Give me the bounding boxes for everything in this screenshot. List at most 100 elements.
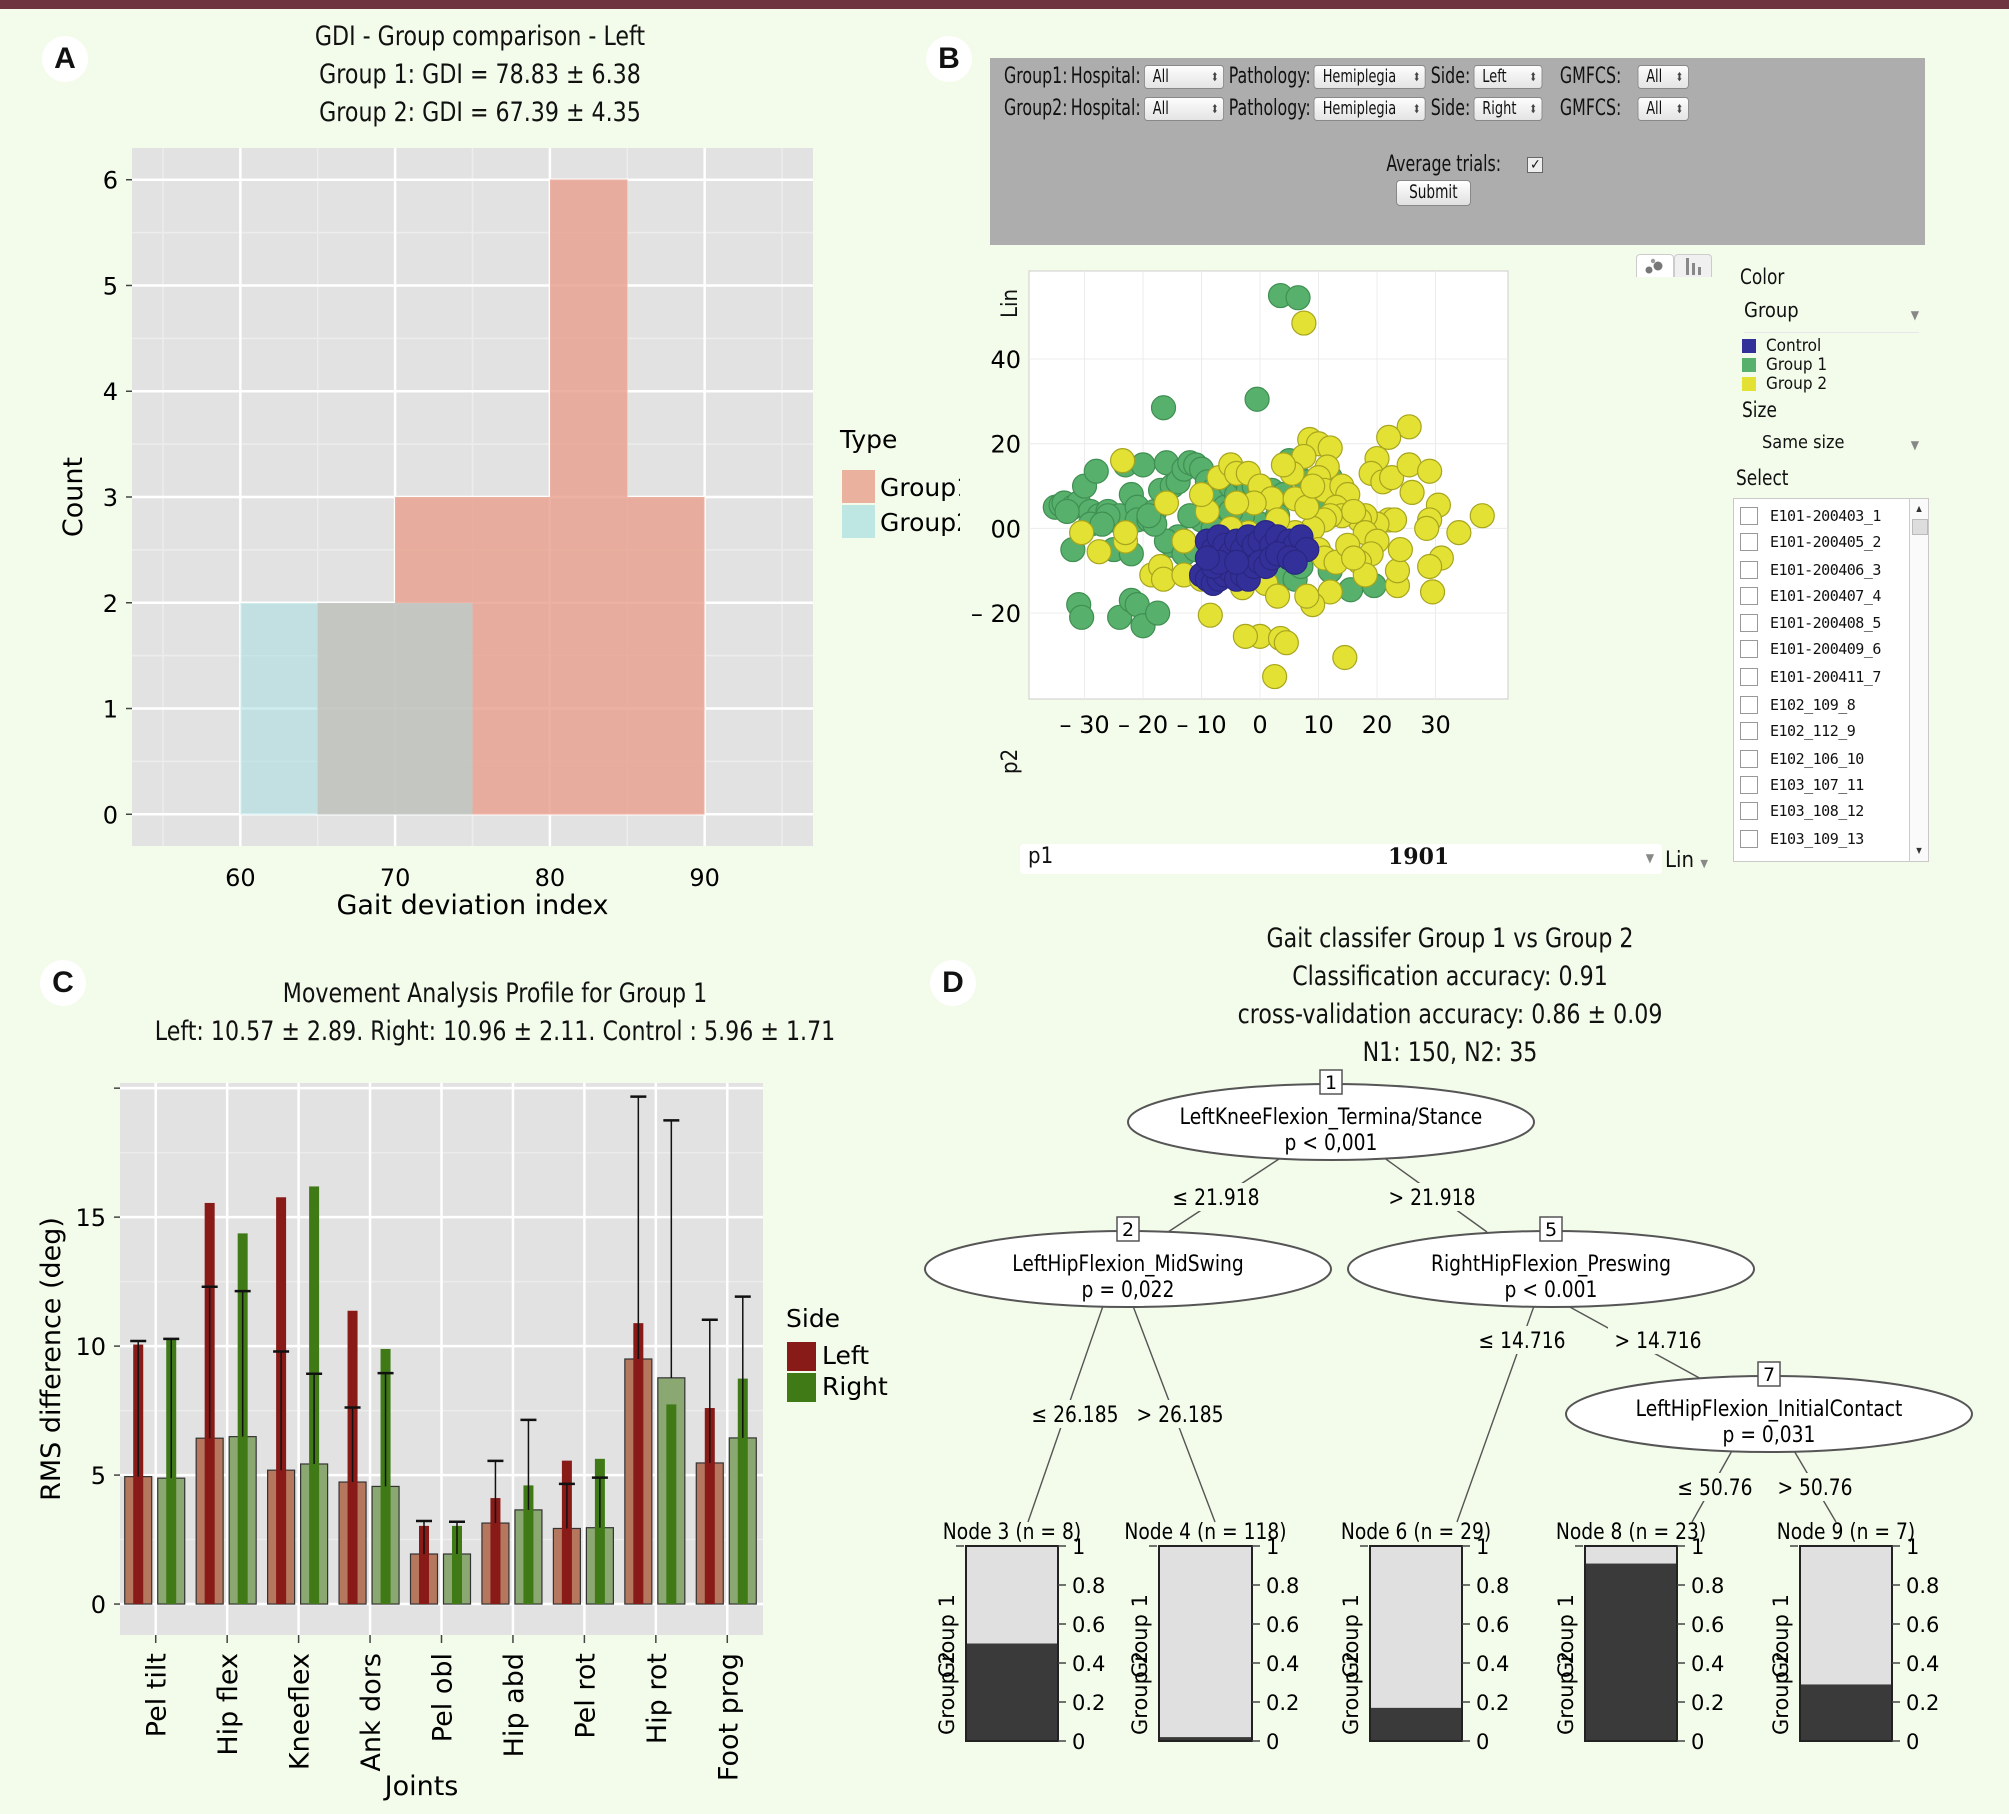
data-point-group2 [1264, 583, 1291, 609]
list-item-checkbox[interactable] [1740, 533, 1758, 551]
group2-hospital-select[interactable]: All ⬍ [1143, 96, 1224, 121]
list-item[interactable]: E102_106_10 [1734, 746, 1864, 772]
color-dropdown[interactable]: Group ▼ [1744, 298, 1919, 333]
y-tick-label: 0 [103, 801, 118, 829]
leaf-bar-border [965, 1545, 1059, 1742]
leaf-axis-label: 0.2 [1476, 1691, 1509, 1715]
list-item-checkbox[interactable] [1740, 776, 1758, 794]
x-tick-label: Hip rot [642, 1653, 673, 1744]
group2-gmfcs-value: All [1646, 98, 1663, 119]
chart-d-title: Gait classifer Group 1 vs Group 2 [1266, 923, 1634, 954]
edge-label: > 14.716 [1614, 1328, 1701, 1354]
list-item-checkbox[interactable] [1740, 802, 1758, 820]
average-trials-row: Average trials: ✓ [990, 152, 1925, 177]
list-item[interactable]: E101-200407_4 [1734, 583, 1881, 609]
leaf-title: Node 3 (n = 8) [943, 1519, 1081, 1545]
list-item-checkbox[interactable] [1740, 587, 1758, 605]
node-id-box [1539, 1216, 1563, 1242]
sample-select-list[interactable]: E101-200403_1 E101-200405_2 E101-200406_3 E… [1733, 498, 1929, 862]
group1-gmfcs-select[interactable]: All ⬍ [1637, 64, 1689, 89]
list-item[interactable]: E103_108_12 [1734, 798, 1864, 824]
edge-label: ≤ 26.185 [1031, 1402, 1118, 1428]
leaf-axis-label: 0 [1266, 1730, 1279, 1754]
list-item[interactable]: E101-200403_1 [1734, 503, 1881, 529]
list-item-checkbox[interactable] [1740, 830, 1758, 848]
data-point-control [1224, 549, 1250, 575]
list-item[interactable]: E103_109_13 [1734, 826, 1864, 852]
tab-bar-chart[interactable] [1674, 254, 1712, 277]
edge-label-bg [1382, 1183, 1482, 1211]
x-scale-selector[interactable]: Lin ▼ [1665, 848, 1708, 873]
x-tick-label: – 30 [1059, 711, 1109, 739]
scroll-up-icon[interactable]: ▲ [1916, 504, 1922, 513]
size-dropdown[interactable]: Same size ▼ [1762, 432, 1919, 453]
list-item-checkbox[interactable] [1740, 640, 1758, 658]
list-item-checkbox[interactable] [1740, 614, 1758, 632]
filter-panel: Group1: Hospital: All ⬍ Pathology: Hemipl… [990, 58, 1925, 245]
node-id: 7 [1763, 1364, 1775, 1386]
edge-label-bg [1025, 1400, 1125, 1428]
top-border [0, 0, 2009, 9]
histogram-bar-group1 [549, 179, 628, 815]
group2-side-select[interactable]: Right ⬍ [1473, 96, 1543, 121]
x-tick-label: Hip abd [499, 1653, 530, 1757]
data-point-group2 [1376, 424, 1402, 450]
x-tick-label: Hip flex [213, 1653, 244, 1756]
edge-label-bg [1130, 1400, 1230, 1428]
chart-a-subtitle-2: Group 2: GDI = 67.39 ± 4.35 [319, 97, 641, 128]
list-item[interactable]: E101-200406_3 [1734, 557, 1881, 583]
x-axis-selector[interactable]: p1 1901 ▼ [1020, 844, 1662, 874]
group2-gmfcs-select[interactable]: All ⬍ [1637, 96, 1689, 121]
submit-button[interactable]: Submit [1396, 180, 1471, 206]
data-point-group2 [1273, 630, 1299, 656]
group1-hospital-select[interactable]: All ⬍ [1143, 64, 1224, 89]
x-variable-dropdown-arrow-icon[interactable]: ▼ [1645, 851, 1654, 865]
group2-pathology-select[interactable]: Hemiplegia ⬍ [1313, 96, 1426, 121]
list-item-label: E103_107_11 [1770, 776, 1864, 794]
x-tick-label: Pel rot [570, 1653, 601, 1739]
list-item[interactable]: E102_112_9 [1734, 718, 1856, 744]
leaf-bar-group1 [1585, 1546, 1677, 1564]
histogram-bar-group1 [627, 497, 705, 815]
leaf-axis-label: 1 [1476, 1535, 1489, 1559]
color-dropdown-value: Group [1744, 298, 1799, 322]
average-trials-checkbox[interactable]: ✓ [1527, 157, 1544, 173]
list-item-checkbox[interactable] [1740, 507, 1758, 525]
group1-side-select[interactable]: Left ⬍ [1473, 64, 1543, 89]
bar-chart-icon [1686, 258, 1701, 275]
list-item-checkbox[interactable] [1740, 722, 1758, 740]
group2-label: Group2: [1004, 96, 1068, 121]
list-item[interactable]: E102_109_8 [1734, 692, 1856, 718]
x-axis-label: Gait deviation index [336, 890, 608, 921]
list-item-checkbox[interactable] [1740, 750, 1758, 768]
tab-scatter[interactable] [1636, 254, 1674, 277]
list-item-checkbox[interactable] [1740, 668, 1758, 686]
list-scrollbar[interactable]: ▲ ▼ [1909, 499, 1928, 861]
list-item-checkbox[interactable] [1740, 696, 1758, 714]
list-item[interactable]: E101-200409_6 [1734, 636, 1881, 662]
node-id-box [1757, 1361, 1781, 1387]
scroll-thumb[interactable] [1912, 519, 1928, 535]
group1-pathology-value: Hemiplegia [1322, 66, 1397, 87]
list-item-checkbox[interactable] [1740, 561, 1758, 579]
list-item[interactable]: E101-200411_7 [1734, 664, 1881, 690]
data-point-group2 [1086, 539, 1112, 565]
list-item-label: E101-200408_5 [1770, 614, 1881, 632]
value-bar-right [594, 1458, 605, 1605]
leaf-axis-label: 0.4 [1906, 1652, 1939, 1676]
x-tick-label: – 10 [1176, 711, 1226, 739]
leaf-group1-label: Group 1 [1769, 1594, 1793, 1678]
leaf-axis-label: 0.8 [1266, 1574, 1299, 1598]
data-point-group2 [1300, 473, 1326, 499]
x-tick-label: 0 [1252, 711, 1267, 739]
scroll-down-icon[interactable]: ▼ [1916, 846, 1922, 855]
x-tick-label: 20 [1362, 711, 1393, 739]
list-item[interactable]: E103_107_11 [1734, 772, 1864, 798]
leaf-axis-label: 0.4 [1072, 1652, 1105, 1676]
leaf-title: Node 9 (n = 7) [1777, 1519, 1915, 1545]
group1-pathology-select[interactable]: Hemiplegia ⬍ [1313, 64, 1426, 89]
list-item[interactable]: E101-200408_5 [1734, 610, 1881, 636]
leaf-axis-label: 0.6 [1476, 1613, 1509, 1637]
node-id: 5 [1545, 1219, 1557, 1241]
list-item[interactable]: E101-200405_2 [1734, 529, 1881, 555]
